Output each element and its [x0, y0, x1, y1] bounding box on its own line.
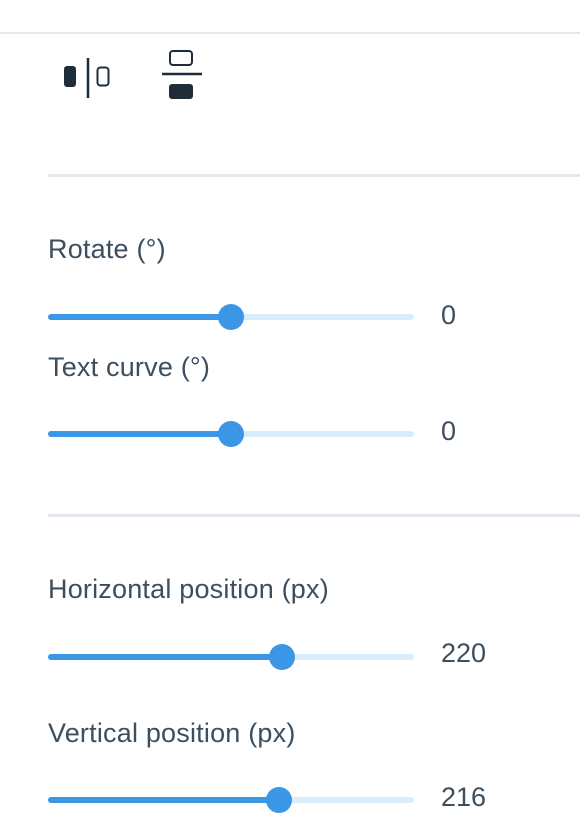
slider-thumb[interactable]: [218, 421, 244, 447]
horizontal-position-slider[interactable]: [48, 642, 414, 672]
rotate-slider[interactable]: [48, 302, 414, 332]
flip-vertical-icon: [162, 50, 202, 99]
horizontal-position-value: 220: [441, 638, 487, 668]
rotate-value: 0: [441, 300, 457, 330]
slider-fill: [48, 654, 283, 660]
vertical-position-label: Vertical position (px): [48, 718, 296, 748]
flip-vertical-button[interactable]: [154, 48, 210, 104]
slider-thumb[interactable]: [265, 787, 292, 813]
section-divider: [48, 514, 580, 517]
vertical-position-slider[interactable]: [48, 785, 414, 814]
text-curve-value: 0: [441, 416, 457, 446]
text-curve-label: Text curve (°): [48, 352, 211, 382]
rotate-label: Rotate (°): [48, 234, 166, 264]
slider-thumb[interactable]: [218, 304, 244, 330]
slider-fill: [48, 314, 231, 320]
text-curve-slider[interactable]: [48, 419, 414, 449]
flip-controls: [60, 48, 210, 104]
horizontal-position-label: Horizontal position (px): [48, 574, 329, 604]
vertical-position-value: 216: [441, 782, 487, 812]
slider-fill: [48, 431, 231, 437]
section-divider: [48, 174, 580, 177]
flip-horizontal-icon: [64, 58, 110, 98]
flip-horizontal-button[interactable]: [60, 48, 116, 104]
top-divider: [0, 32, 580, 34]
slider-thumb[interactable]: [269, 644, 296, 670]
slider-fill: [48, 797, 279, 803]
